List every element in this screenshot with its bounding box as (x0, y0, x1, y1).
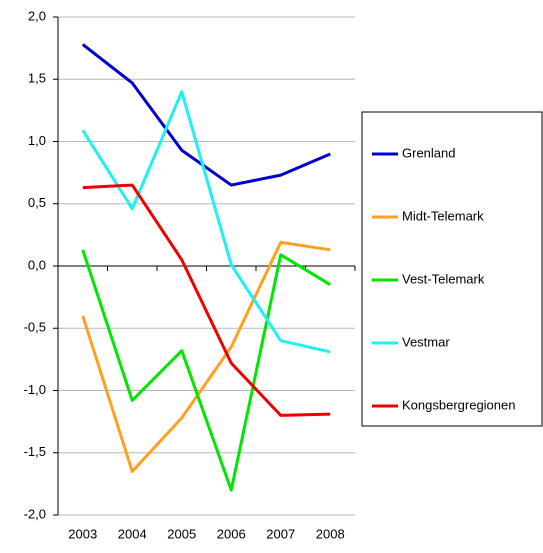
legend-label: Grenland (402, 145, 455, 160)
series-line (82, 183, 331, 417)
legend-label: Vestmar (402, 334, 450, 349)
x-tick-label: 2006 (217, 526, 246, 541)
y-tick-label: -0,5 (24, 320, 46, 335)
y-tick-label: 1,0 (28, 133, 46, 148)
legend-box (361, 111, 543, 427)
series-line (81, 240, 331, 473)
x-tick-label: 2004 (118, 526, 147, 541)
y-tick-label: 2,0 (28, 8, 46, 23)
legend-label: Midt-Telemark (402, 208, 484, 223)
y-tick-label: 1,5 (28, 71, 46, 86)
legend-label: Kongsbergregionen (402, 397, 515, 412)
y-tick-label: -1,5 (24, 444, 46, 459)
x-tick-label: 2003 (68, 526, 97, 541)
series-line (81, 43, 331, 187)
x-tick-label: 2007 (266, 526, 295, 541)
legend-label: Vest-Telemark (402, 271, 485, 286)
x-tick-label: 2008 (316, 526, 345, 541)
y-tick-label: 0,5 (28, 195, 46, 210)
series-line (81, 249, 332, 492)
y-tick-label: -2,0 (24, 506, 46, 521)
x-tick-label: 2005 (167, 526, 196, 541)
y-tick-label: -1,0 (24, 382, 46, 397)
series-line (81, 90, 331, 354)
y-tick-label: 0,0 (28, 257, 46, 272)
